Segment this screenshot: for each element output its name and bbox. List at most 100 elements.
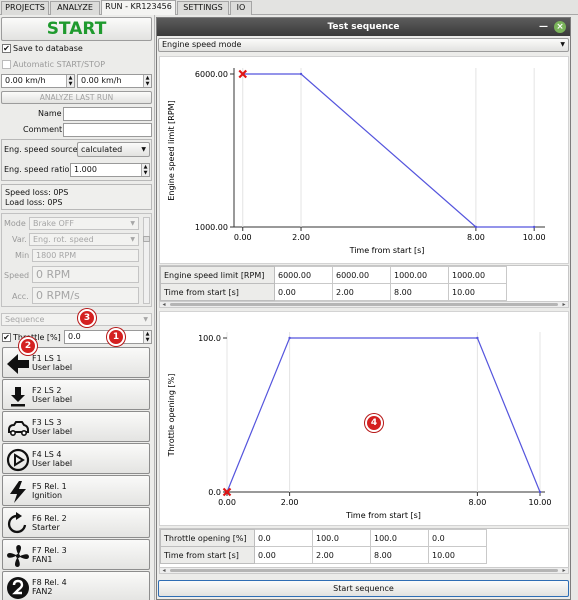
table-row-header: Time from start [s] [160, 283, 275, 301]
table-cell[interactable]: 2.00 [312, 546, 371, 564]
engine-speed-table-panel: Engine speed limit [RPM] 6000.00 6000.00… [159, 265, 569, 307]
throttle-spinner[interactable]: ▲ ▼ [143, 331, 151, 343]
min-value: 1800 RPM [36, 251, 77, 260]
function-f1-name: F1 LS 1 [32, 354, 62, 363]
sequence-select[interactable]: Sequence ▼ [1, 313, 152, 326]
scrollbar-thumb[interactable] [170, 569, 558, 572]
function-button-f8[interactable]: F8 Rel. 4 FAN2 [2, 571, 150, 600]
function-f2-label: User label [32, 395, 73, 404]
function-button-f4[interactable]: F4 LS 4 User label [2, 443, 150, 474]
name-field[interactable] [63, 107, 152, 121]
speed-input-1-value: 0.00 km/h [5, 76, 46, 85]
var-select[interactable]: Eng. rot. speed ▼ [29, 233, 139, 246]
x-tick-label: 10.00 [523, 233, 546, 242]
engine-speed-chart-panel: 0.00 2.00 8.00 10.00 6000.00 1000.00 Time from… [159, 56, 569, 264]
scroll-left-icon[interactable]: ◂ [162, 301, 166, 308]
eng-speed-ratio-value: 1.000 [74, 165, 97, 174]
dialog-title-bar[interactable]: Test sequence — × [157, 18, 570, 36]
tab-run[interactable]: RUN - KR123456 [101, 0, 176, 15]
tab-settings[interactable]: SETTINGS [177, 1, 229, 15]
function-button-f2[interactable]: F2 LS 2 User label [2, 379, 150, 410]
annotation-badge-3: 3 [78, 309, 96, 327]
mode-select-dropdown[interactable]: Engine speed mode ▼ [158, 38, 569, 52]
eng-speed-ratio-spinner[interactable]: ▲ ▼ [141, 164, 149, 176]
chevron-down-icon: ▼ [130, 236, 135, 243]
function-f6-label: Starter [32, 523, 60, 532]
x-axis-label: Time from start [s] [345, 511, 421, 520]
tab-projects[interactable]: PROJECTS [1, 1, 49, 15]
data-point [538, 490, 542, 494]
close-icon[interactable]: × [554, 21, 566, 33]
eng-speed-source-value: calculated [81, 145, 123, 154]
vertical-slider[interactable] [143, 217, 150, 304]
table-cell[interactable]: 100.0 [370, 529, 429, 547]
speed-input-1[interactable]: 0.00 km/h [1, 74, 75, 88]
table-cell[interactable]: 100.0 [312, 529, 371, 547]
table-row: Time from start [s] 0.00 2.00 8.00 10.00 [160, 546, 487, 564]
chevron-down-icon: ▼ [143, 316, 148, 323]
scroll-left-icon[interactable]: ◂ [162, 567, 166, 574]
table-cell[interactable]: 1000.00 [390, 266, 449, 284]
speed-input-2[interactable]: 0.00 km/h [77, 74, 152, 88]
throttle-table: Throttle opening [%] 0.0 100.0 100.0 0.0… [160, 529, 487, 564]
car-horn-icon [8, 421, 29, 437]
analyze-last-run-button[interactable]: ANALYZE LAST RUN [1, 91, 152, 104]
x-tick-label: 2.00 [292, 233, 310, 242]
engine-speed-table: Engine speed limit [RPM] 6000.00 6000.00… [160, 266, 507, 301]
table-cell[interactable]: 8.00 [370, 546, 429, 564]
eng-speed-ratio-label: Eng. speed ratio [4, 165, 70, 174]
slider-handle[interactable] [143, 236, 150, 242]
speed-1-spinner[interactable]: ▲ ▼ [66, 75, 74, 87]
function-button-f6[interactable]: F6 Rel. 2 Starter [2, 507, 150, 538]
test-sequence-dialog: Test sequence — × Engine speed mode ▼ 0.… [156, 17, 571, 600]
table-cell[interactable]: 8.00 [390, 283, 449, 301]
table-cell[interactable]: 0.0 [428, 529, 487, 547]
minimize-icon[interactable]: — [539, 22, 548, 32]
acc-value: 0 RPM/s [36, 289, 80, 302]
speed-2-spinner[interactable]: ▲ ▼ [143, 75, 151, 87]
table-cell[interactable]: 2.00 [332, 283, 391, 301]
y-axis-label: Engine speed limit [RPM] [167, 100, 176, 200]
table-cell[interactable]: 0.00 [274, 283, 333, 301]
table-cell[interactable]: 6000.00 [274, 266, 333, 284]
table2-horizontal-scrollbar[interactable]: ◂ ▸ [159, 567, 569, 574]
function-f4-name: F4 LS 4 [32, 450, 62, 459]
table-cell[interactable]: 1000.00 [448, 266, 507, 284]
losses-box: Speed loss: 0PS Load loss: 0PS [1, 184, 152, 210]
scrollbar-thumb[interactable] [170, 303, 558, 306]
x-tick-label: 2.00 [281, 498, 299, 507]
eng-speed-ratio-field[interactable]: 1.000 [70, 163, 150, 177]
tab-io[interactable]: IO [230, 1, 252, 15]
start-button[interactable]: START [1, 17, 152, 41]
acc-field[interactable]: 0 RPM/s [32, 287, 139, 304]
chevron-down-icon: ▼ [130, 220, 135, 227]
tab-analyze[interactable]: ANALYZE [50, 1, 100, 15]
engine-speed-chart: 0.00 2.00 8.00 10.00 6000.00 1000.00 Time from… [167, 68, 546, 255]
save-to-database-checkbox[interactable]: ✔ [2, 44, 11, 53]
table-row: Time from start [s] 0.00 2.00 8.00 10.00 [160, 283, 507, 301]
comment-field[interactable] [63, 123, 152, 137]
table-cell[interactable]: 0.00 [254, 546, 313, 564]
eng-speed-source-select[interactable]: calculated ▼ [77, 142, 150, 157]
throttle-checkbox[interactable]: ✔ [2, 333, 11, 342]
data-point [299, 72, 303, 76]
engine-settings-group [1, 139, 152, 181]
data-point [474, 225, 478, 229]
table-cell[interactable]: 10.00 [448, 283, 507, 301]
y-tick-label: 6000.00 [195, 70, 228, 79]
auto-start-stop-checkbox[interactable] [2, 60, 11, 69]
start-sequence-button[interactable]: Start sequence [158, 580, 569, 597]
table-cell[interactable]: 6000.00 [332, 266, 391, 284]
scroll-right-icon[interactable]: ▸ [562, 301, 566, 308]
speed-field[interactable]: 0 RPM [32, 266, 139, 283]
function-button-f5[interactable]: F5 Rel. 1 Ignition [2, 475, 150, 506]
table-cell[interactable]: 0.0 [254, 529, 313, 547]
function-f8-label: FAN2 [32, 587, 53, 596]
table-cell[interactable]: 10.00 [428, 546, 487, 564]
function-button-f7[interactable]: F7 Rel. 3 FAN1 [2, 539, 150, 570]
scroll-right-icon[interactable]: ▸ [562, 567, 566, 574]
table1-horizontal-scrollbar[interactable]: ◂ ▸ [159, 301, 569, 308]
min-field[interactable]: 1800 RPM [32, 249, 139, 262]
function-button-f3[interactable]: F3 LS 3 User label [2, 411, 150, 442]
mode-select[interactable]: Brake OFF ▼ [29, 217, 139, 230]
